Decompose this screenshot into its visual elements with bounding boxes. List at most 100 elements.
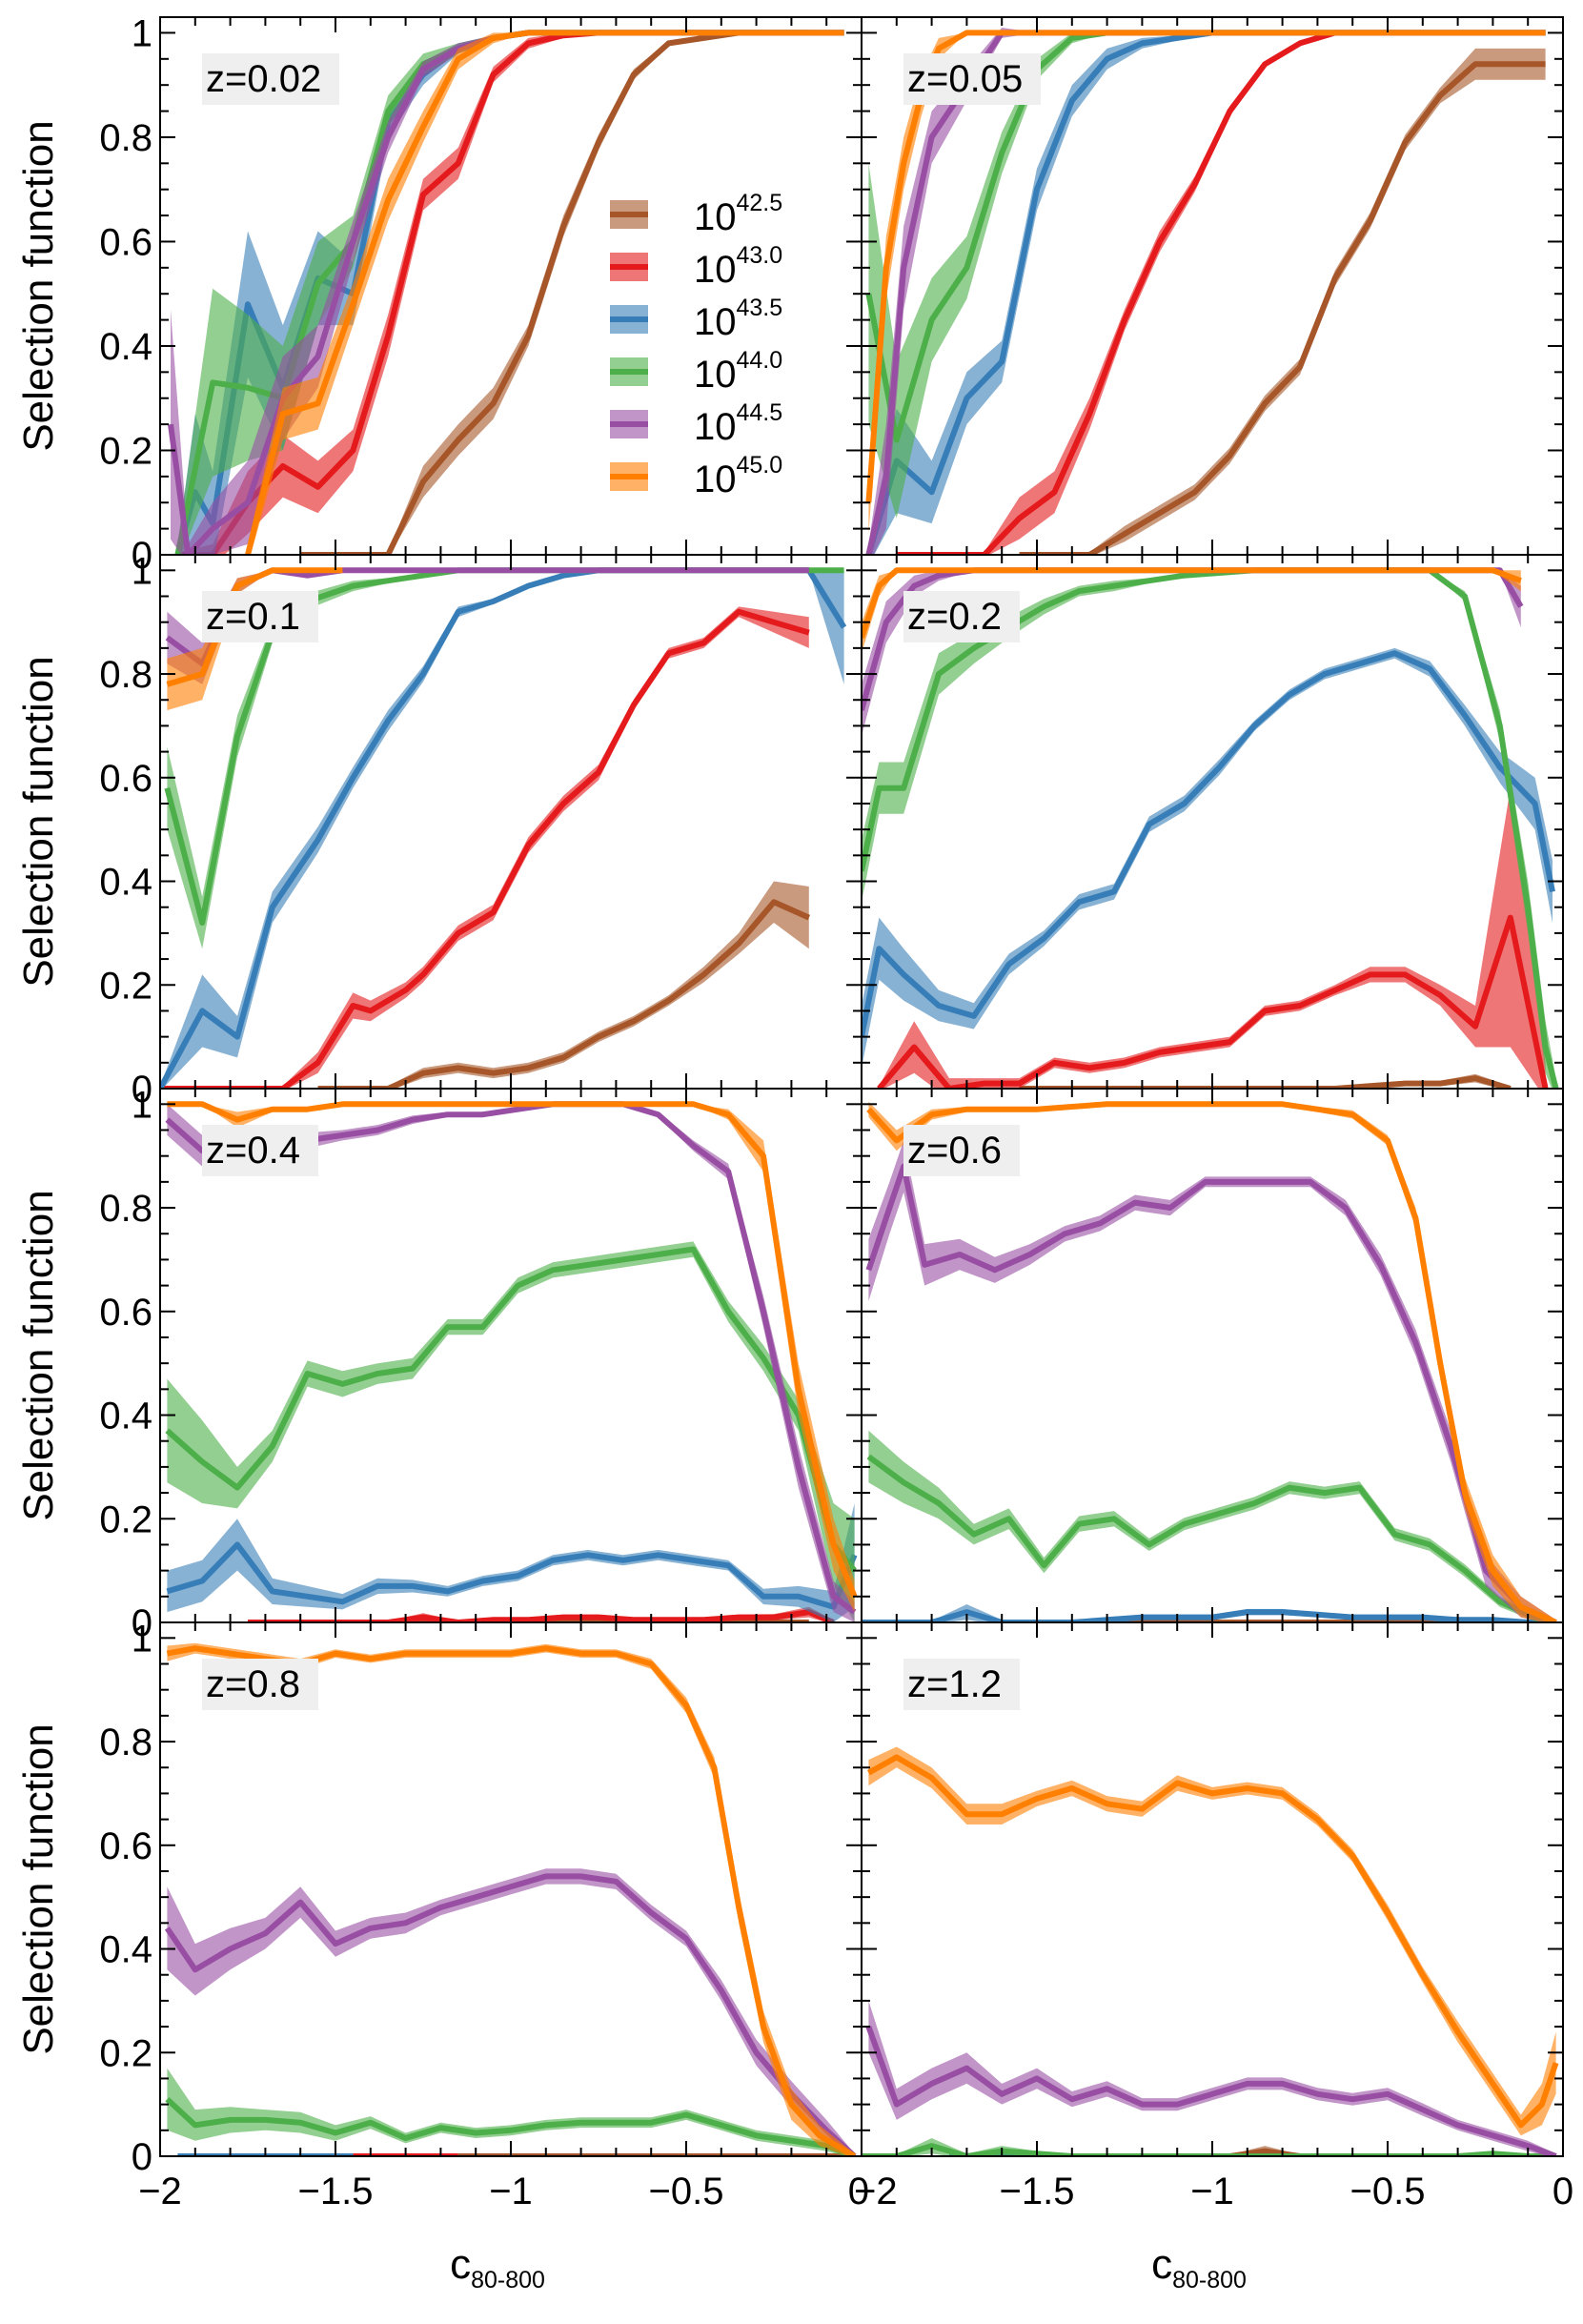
error-band-L44_5 <box>868 1140 1556 1622</box>
legend-label: 1043.0 <box>694 242 782 291</box>
x-axis-label-right: c80-800 <box>1151 2241 1247 2293</box>
panel-series <box>865 28 1546 555</box>
y-axis-label: Selection function <box>15 120 62 451</box>
error-band-L44_0 <box>868 32 1546 519</box>
series-line-L43_5 <box>166 1541 858 1610</box>
panel-series <box>164 1642 857 2156</box>
y-tick-label: 0.2 <box>99 1498 152 1540</box>
panel-2: z=0.05 <box>861 16 1564 556</box>
series-line-L43_0 <box>896 30 1546 555</box>
panel-6: z=0.6 <box>861 1088 1564 1623</box>
panel-1: 0 0.2 0.4 0.6 0.8 1 z=0.02 <box>99 12 863 577</box>
panels-layer: 0 0.2 0.4 0.6 0.8 1 z=0.02 z=0.05 0 0.2 0.4 0.6 0.8 1… <box>99 12 1573 2212</box>
error-band-L45_0 <box>167 570 343 711</box>
panel-5: 0 0.2 0.4 0.6 0.8 1 z=0.4 <box>99 1084 863 1644</box>
legend-label: 1043.5 <box>694 295 782 343</box>
panel-series <box>168 30 844 555</box>
series-line-L45_0 <box>245 30 844 555</box>
series-line-L44_5 <box>165 1101 857 1615</box>
error-band-L43_5 <box>868 32 1546 555</box>
z-label: z=0.02 <box>206 58 321 100</box>
series-line-L44_5 <box>164 1873 857 2156</box>
x-axis-label-main: c <box>450 2241 471 2288</box>
z-label-bg <box>903 1125 1020 1176</box>
panel-3: 0 0.2 0.4 0.6 0.8 1 z=0.1 <box>99 550 863 1111</box>
legend-label: 1045.0 <box>694 452 782 500</box>
series-line-L44_5 <box>865 2026 1557 2156</box>
legend-entry: 1045.0 <box>610 452 782 500</box>
x-tick-label: −0.5 <box>1350 2171 1426 2212</box>
y-tick-label: 0.8 <box>99 654 152 696</box>
z-label: z=0.2 <box>907 596 1002 638</box>
error-band-L44_0 <box>167 1241 855 1622</box>
y-tick-label: 0 <box>132 2136 152 2178</box>
series-line-L45_0 <box>862 567 1522 639</box>
series-line-L43_0 <box>160 608 810 1089</box>
x-tick-label: −1.5 <box>1000 2171 1075 2212</box>
panel-series <box>160 567 847 1089</box>
legend-entry: 1044.5 <box>610 399 782 448</box>
panel-series <box>862 1101 1557 1622</box>
error-band-L44_5 <box>167 1104 855 1622</box>
series-line-L44_0 <box>165 1246 857 1573</box>
x-axis-label-left: c80-800 <box>450 2241 545 2293</box>
z-label: z=0.05 <box>907 58 1023 100</box>
y-tick-label: 0.8 <box>99 1188 152 1230</box>
x-axis-label-sub: 80-800 <box>1172 2267 1247 2293</box>
z-label: z=0.4 <box>206 1130 300 1172</box>
y-axis-label: Selection function <box>15 1723 62 2054</box>
x-tick-label: −1 <box>1190 2171 1234 2212</box>
x-tick-label: −2 <box>138 2171 182 2212</box>
x-axis-label-main: c <box>1151 2241 1172 2288</box>
legend-label: 1042.5 <box>694 190 782 238</box>
x-tick-label: −2 <box>854 2171 898 2212</box>
error-band-L43_5 <box>160 570 844 1089</box>
panel-series <box>862 567 1559 1089</box>
series-line-L45_0 <box>167 1101 858 1598</box>
legend-entry: 1043.0 <box>610 242 782 291</box>
series-line-L43_0 <box>877 914 1549 1089</box>
y-tick-label: 0.4 <box>99 862 152 904</box>
x-tick-label: −1.5 <box>298 2171 374 2212</box>
z-label-bg <box>202 591 318 642</box>
error-band-L45_0 <box>248 32 844 555</box>
series-line-L42_5 <box>317 899 811 1089</box>
panel-ticks <box>159 17 863 556</box>
error-band-L44_5 <box>171 32 844 555</box>
panel-8: −2 −1.5 −1 −0.5 0 z=1.2 <box>854 1621 1573 2212</box>
series-line-L44_5 <box>865 1163 1557 1622</box>
z-label-bg <box>903 53 1041 105</box>
error-band-L45_0 <box>167 1104 855 1613</box>
error-band-L44_5 <box>862 570 1521 737</box>
x-tick-label: 0 <box>848 2171 869 2212</box>
z-label-bg <box>903 1659 1020 1710</box>
z-label-bg <box>903 591 1020 642</box>
y-tick-label: 0.6 <box>99 1825 152 1867</box>
y-tick-label: 0.8 <box>99 117 152 159</box>
panel-ticks <box>159 555 863 1090</box>
series-line-L45_0 <box>866 1754 1559 2129</box>
y-tick-label: 1 <box>132 12 152 54</box>
series-line-L42_5 <box>1019 1075 1512 1089</box>
legend-entry: 1044.0 <box>610 347 782 396</box>
series-line-L43_5 <box>862 650 1555 1038</box>
x-tick-label: −0.5 <box>649 2171 724 2212</box>
y-tick-label: 0.4 <box>99 1929 152 1971</box>
y-tick-label: 0 <box>132 535 152 577</box>
y-tick-label: 0 <box>132 1602 152 1644</box>
y-tick-label: 0.8 <box>99 1722 152 1763</box>
error-band-L43_0 <box>896 32 1546 555</box>
error-band-L45_0 <box>167 1642 855 2156</box>
y-tick-label: 0 <box>132 1069 152 1111</box>
series-line-L44_0 <box>165 2096 856 2156</box>
legend-entry: 1043.5 <box>610 295 782 343</box>
z-label-bg <box>202 53 339 105</box>
y-tick-label: 0.4 <box>99 1396 152 1437</box>
series-line-L45_0 <box>166 1645 857 2156</box>
error-band-L42_5 <box>1019 48 1546 555</box>
y-tick-label: 1 <box>132 550 152 592</box>
z-label-bg <box>202 1125 318 1176</box>
y-axis-label: Selection function <box>15 656 62 987</box>
